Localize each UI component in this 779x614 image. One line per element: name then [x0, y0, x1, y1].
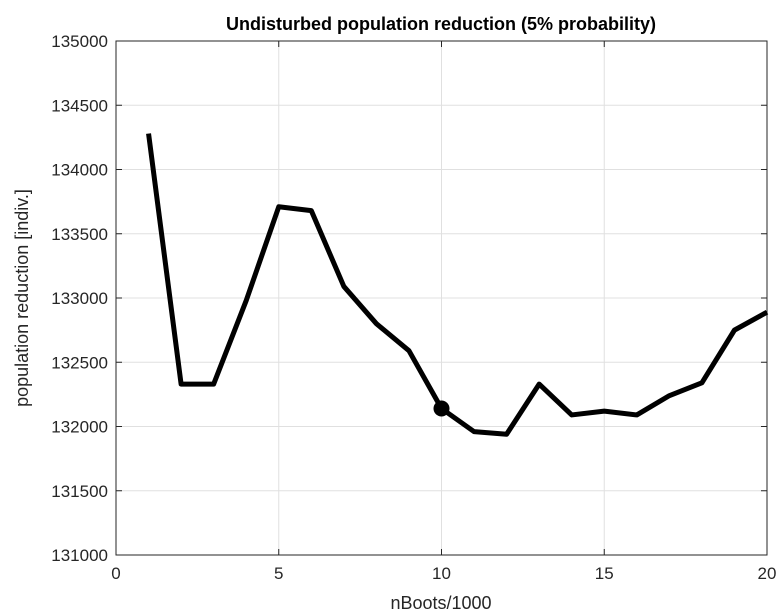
x-axis-label: nBoots/1000: [390, 593, 491, 613]
y-tick-label: 131000: [51, 546, 108, 565]
x-tick-label: 10: [432, 564, 451, 583]
y-tick-label: 135000: [51, 32, 108, 51]
y-tick-label: 132000: [51, 418, 108, 437]
y-tick-label: 134000: [51, 161, 108, 180]
highlight-point-marker: [433, 400, 450, 417]
series-line: [146, 133, 769, 437]
x-tick-label: 20: [758, 564, 777, 583]
y-tick-label: 133000: [51, 289, 108, 308]
grid-lines: [115, 40, 768, 556]
y-tick-label: 132500: [51, 353, 108, 372]
x-tick-label: 15: [595, 564, 614, 583]
axis-ticks: 0 5 10 15 20 131000 131500 132000 132500 133000 13…: [51, 32, 776, 583]
y-tick-label: 134500: [51, 96, 108, 115]
y-axis-label: population reduction [indiv.]: [12, 189, 32, 407]
x-tick-label: 0: [111, 564, 120, 583]
chart-title: Undisturbed population reduction (5% pro…: [226, 14, 656, 34]
series-layer: [146, 133, 769, 437]
y-tick-label: 133500: [51, 225, 108, 244]
y-tick-label: 131500: [51, 482, 108, 501]
x-tick-label: 5: [274, 564, 283, 583]
